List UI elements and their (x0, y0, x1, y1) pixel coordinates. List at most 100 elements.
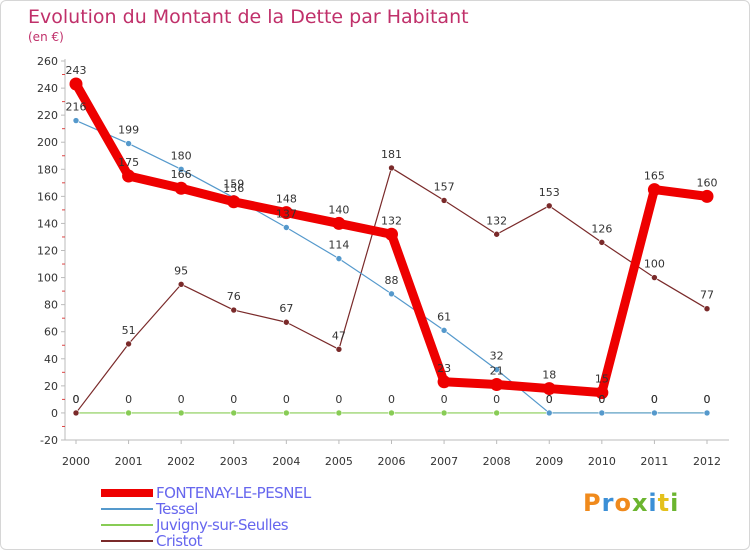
data-point (440, 197, 448, 204)
data-point (125, 140, 132, 147)
data-point (542, 382, 556, 396)
data-point (493, 409, 500, 417)
data-label: 88 (385, 274, 399, 287)
data-point (335, 255, 343, 262)
x-tick-label: 2009 (535, 455, 563, 468)
data-label: 0 (441, 393, 448, 406)
data-point (700, 189, 714, 203)
data-point (177, 409, 185, 417)
y-tick-label: -20 (40, 434, 58, 447)
y-tick-label: 160 (37, 190, 58, 203)
data-label: 156 (223, 182, 244, 195)
data-label: 0 (388, 393, 395, 406)
data-point (647, 183, 661, 197)
data-point (69, 77, 83, 91)
data-point (227, 195, 241, 209)
y-tick-label: 80 (44, 299, 58, 312)
data-label: 76 (227, 290, 241, 303)
legend-label: Cristot (156, 532, 203, 550)
logo-letter: P (583, 489, 602, 517)
y-tick-label: 120 (37, 245, 58, 258)
data-point (598, 239, 606, 246)
data-label: 199 (118, 124, 139, 137)
y-tick-label: 0 (51, 407, 58, 420)
x-tick-label: 2007 (430, 455, 458, 468)
x-tick-label: 2000 (62, 455, 90, 468)
data-label: 0 (598, 393, 605, 406)
data-label: 51 (122, 324, 136, 337)
y-tick-label: 140 (37, 217, 58, 230)
data-point (385, 227, 398, 241)
series-line (75, 167, 708, 414)
data-point (335, 409, 343, 417)
data-label: 216 (66, 101, 87, 114)
legend-swatch (101, 508, 153, 510)
y-axis-ticks: -20 0 20 40 60 80 100 120 140 160 180 200 220 240 260 (37, 55, 65, 447)
data-label: 0 (283, 393, 290, 406)
proxiti-logo: Proxiti (583, 489, 679, 517)
logo-letter: x (631, 489, 649, 517)
series-tessel (72, 117, 711, 417)
data-label: 137 (276, 207, 297, 220)
data-label: 21 (490, 365, 504, 378)
data-point (493, 366, 500, 373)
data-label: 0 (704, 393, 711, 406)
data-point (440, 409, 448, 417)
x-tick-label: 2004 (272, 455, 300, 468)
data-point (651, 274, 658, 281)
data-point (230, 409, 238, 417)
data-point (230, 306, 238, 314)
data-point (388, 164, 395, 172)
series-layer (69, 77, 714, 417)
data-point (177, 165, 185, 173)
y-tick-label: 20 (44, 380, 58, 393)
x-tick-label: 2011 (640, 455, 668, 468)
data-label: 132 (381, 214, 402, 227)
data-label: 126 (591, 222, 612, 235)
data-label: 132 (486, 214, 507, 227)
data-label: 0 (230, 393, 237, 406)
x-tick-label: 2008 (483, 455, 511, 468)
data-label: 180 (171, 149, 192, 162)
legend-swatch (101, 489, 153, 497)
data-label: 140 (328, 203, 349, 216)
data-point (598, 409, 606, 417)
data-label: 77 (700, 289, 714, 302)
data-label: 18 (542, 369, 556, 382)
x-tick-label: 2005 (325, 455, 353, 468)
data-label: 0 (546, 393, 553, 406)
chart-subtitle: (en €) (28, 30, 64, 44)
data-label: 67 (279, 302, 293, 315)
y-tick-label: 260 (37, 55, 58, 68)
data-point (174, 181, 188, 195)
legend-swatch (101, 540, 153, 542)
data-label: 95 (174, 264, 188, 277)
data-point (279, 206, 293, 220)
data-label: 153 (539, 186, 560, 199)
data-point (595, 386, 609, 400)
data-point (545, 202, 553, 210)
data-point (440, 327, 448, 334)
y-tick-label: 100 (37, 272, 58, 285)
data-point (72, 409, 80, 417)
logo-letter: t (657, 489, 671, 517)
data-point (283, 224, 290, 231)
data-label: 166 (171, 168, 192, 181)
logo-letter: r (601, 489, 615, 517)
data-label-layer: 0 0 0 0 0 0 0 0 0 0 0 0 0051957667471811571321531261… (66, 64, 718, 406)
x-tick-label: 2001 (115, 455, 143, 468)
logo-letter: i (670, 489, 680, 517)
data-label: 61 (437, 310, 451, 323)
data-label: 157 (434, 180, 455, 193)
data-label: 243 (66, 64, 87, 77)
series-fontenay-le-pesnel (69, 77, 714, 400)
data-point (177, 281, 185, 288)
data-label: 0 (73, 393, 80, 406)
data-label: 100 (644, 258, 665, 271)
data-label: 0 (493, 393, 500, 406)
logo-letter: i (648, 489, 658, 517)
data-label: 0 (598, 393, 605, 406)
data-label: 0 (178, 393, 185, 406)
